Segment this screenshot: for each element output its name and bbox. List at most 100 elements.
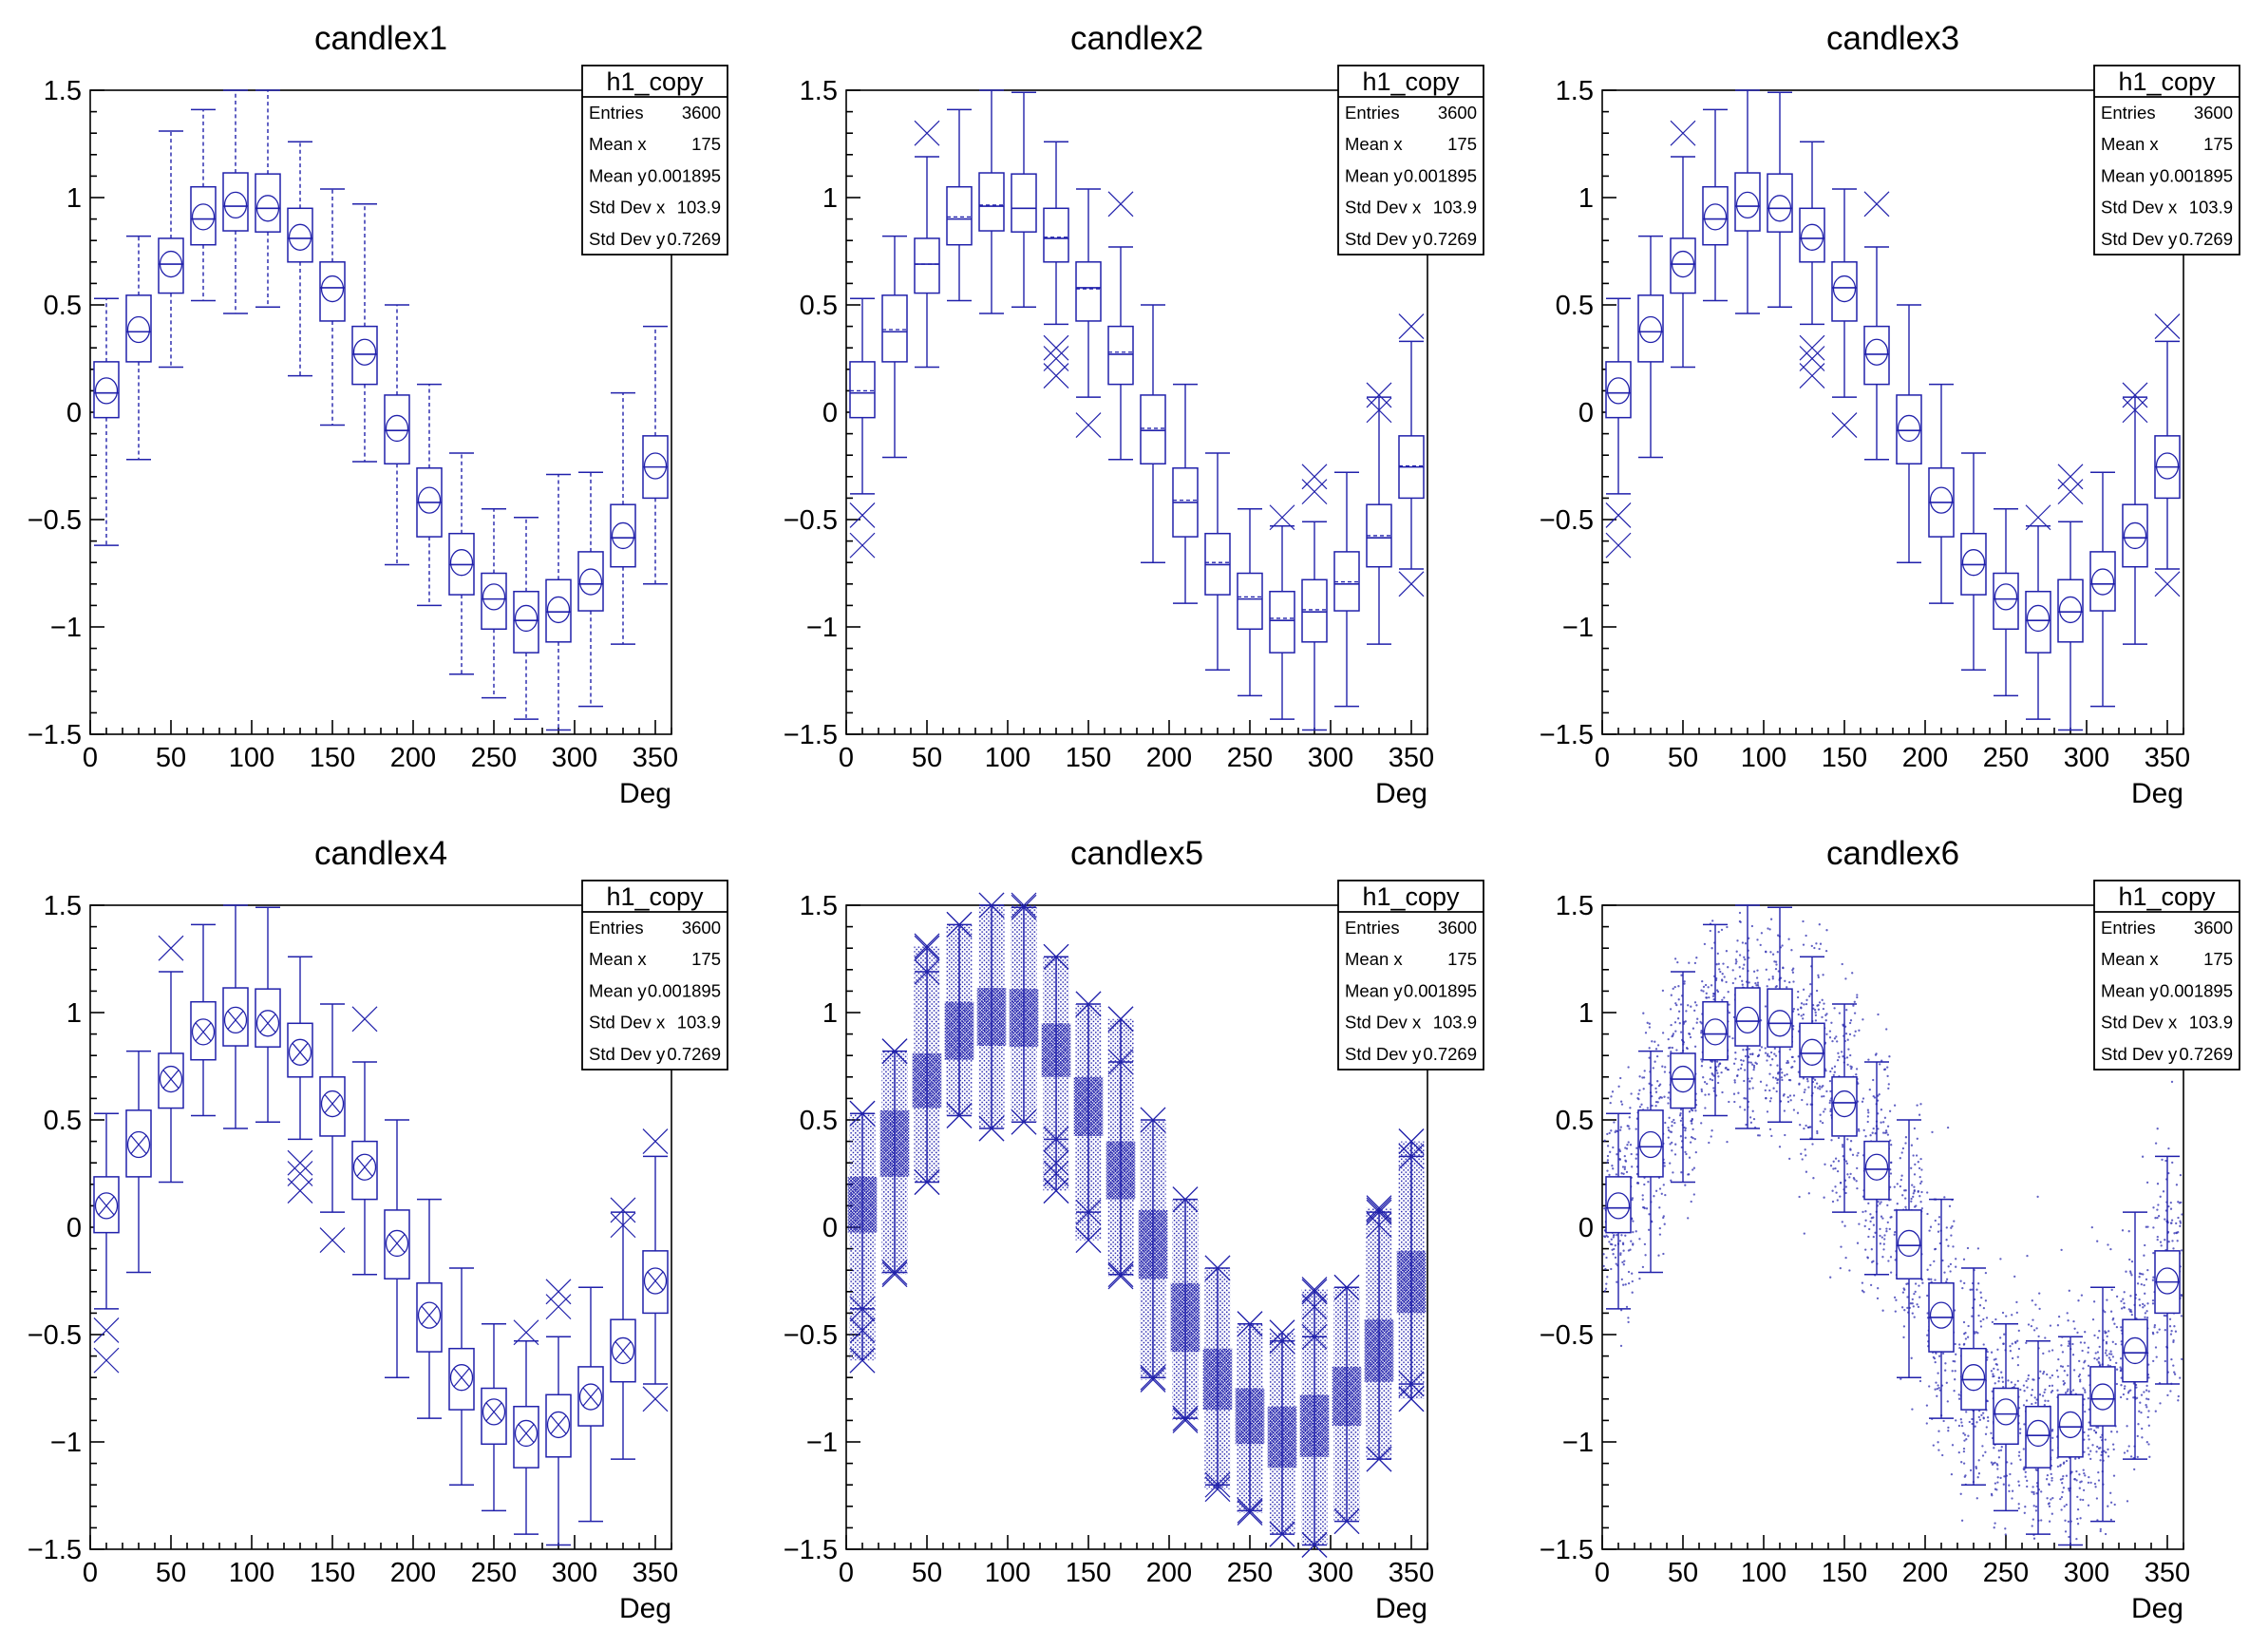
candle-270 xyxy=(513,516,539,720)
stats-label: Mean y xyxy=(1345,165,1403,185)
candle-50 xyxy=(1670,971,1696,1184)
candles xyxy=(93,904,669,1546)
x-tick-label: 250 xyxy=(471,743,517,773)
candle-90 xyxy=(222,904,249,1129)
y-tick-label: −1 xyxy=(806,1428,838,1458)
y-tick-label: 1.5 xyxy=(800,76,838,106)
candle-210 xyxy=(416,383,443,607)
pad-title: candlex3 xyxy=(1826,20,1959,57)
candle-170 xyxy=(1863,191,1890,461)
x-tick-label: 150 xyxy=(310,1558,355,1588)
candle-190 xyxy=(384,304,410,566)
x-tick-label: 0 xyxy=(83,1558,98,1588)
y-tick-label: 0.5 xyxy=(800,1106,838,1136)
x-axis: 0 50 100 150 200 250 300 350 Deg xyxy=(839,1535,1434,1624)
pad-title: candlex4 xyxy=(314,835,447,872)
candle-310 xyxy=(2089,471,2116,708)
candle-130 xyxy=(287,956,313,1204)
stats-label: Mean y xyxy=(2101,165,2159,185)
stats-label: Std Dev y xyxy=(1345,229,1422,249)
candle-190 xyxy=(1138,1107,1168,1393)
stats-title: h1_copy xyxy=(2118,67,2216,96)
candle-330 xyxy=(610,391,636,645)
candle-150 xyxy=(1073,991,1104,1253)
y-tick-label: 0 xyxy=(822,398,838,428)
stats-value: 0.001895 xyxy=(1404,980,1477,1000)
candle-110 xyxy=(1767,91,1793,309)
x-tick-label: 300 xyxy=(552,743,597,773)
candle-210 xyxy=(1928,383,1955,604)
candle-290 xyxy=(2057,464,2084,731)
pad-candlex2: 0 50 100 150 200 250 300 350 Deg 1.5 1 0.5 0 −0.5 −1 −1… xyxy=(756,0,1512,815)
candle-350 xyxy=(642,325,669,585)
plot-frame xyxy=(1601,89,2184,735)
x-tick-label: 350 xyxy=(633,743,678,773)
x-tick-label: 0 xyxy=(839,743,854,773)
candle-30 xyxy=(1637,235,1664,459)
stats-title: h1_copy xyxy=(1362,67,1460,96)
stats-title: h1_copy xyxy=(606,67,704,96)
candle-330 xyxy=(2122,1211,2148,1460)
stats-title: h1_copy xyxy=(2118,882,2216,911)
candle-130 xyxy=(1799,141,1825,389)
y-tick-label: −1.5 xyxy=(1540,720,1594,750)
candle-230 xyxy=(1960,452,1987,671)
stats-label: Mean x xyxy=(1345,949,1403,969)
plot-frame xyxy=(845,89,1428,735)
candle-350 xyxy=(1398,313,1425,597)
candle-210 xyxy=(1172,383,1199,604)
candle-210 xyxy=(416,1198,443,1419)
x-tick-label: 150 xyxy=(1066,1558,1111,1588)
candle-150 xyxy=(319,188,346,426)
stats-label: Mean y xyxy=(589,980,647,1000)
stats-value: 103.9 xyxy=(2189,198,2233,218)
y-tick-label: 1.5 xyxy=(800,891,838,921)
stats-label: Std Dev y xyxy=(1345,1044,1422,1064)
candle-10 xyxy=(847,1100,878,1374)
candle-190 xyxy=(1896,1119,1922,1378)
pad-candlex6: 0 50 100 150 200 250 300 350 Deg 1.5 1 0.5 0 −0.5 −1 −1… xyxy=(1512,815,2268,1630)
stats-value: 0.7269 xyxy=(1423,1044,1477,1064)
x-tick-label: 150 xyxy=(1066,743,1111,773)
candle-90 xyxy=(976,892,1007,1142)
pad-title: candlex2 xyxy=(1070,20,1203,57)
stats-value: 0.7269 xyxy=(2179,229,2233,249)
y-tick-label: 0 xyxy=(822,1213,838,1243)
stats-label: Mean y xyxy=(1345,980,1403,1000)
x-tick-label: 0 xyxy=(1595,743,1610,773)
stats-value: 0.7269 xyxy=(667,229,721,249)
x-tick-label: 150 xyxy=(310,743,355,773)
candle-130 xyxy=(1041,943,1071,1204)
y-tick-label: 1.5 xyxy=(1556,891,1594,921)
y-tick-label: −1 xyxy=(50,613,82,643)
x-axis: 0 50 100 150 200 250 300 350 Deg xyxy=(1595,720,2190,809)
stats-label: Std Dev x xyxy=(589,198,666,218)
x-tick-label: 200 xyxy=(1902,1558,1948,1588)
y-tick-label: −0.5 xyxy=(1540,505,1594,536)
y-tick-label: −0.5 xyxy=(784,1320,838,1351)
candle-70 xyxy=(190,923,217,1117)
candle-70 xyxy=(190,108,217,302)
stats-value: 3600 xyxy=(2194,918,2233,938)
y-tick-label: 1.5 xyxy=(44,891,82,921)
candle-250 xyxy=(1993,1322,2019,1512)
stats-box: h1_copy Entries 3600 Mean x 175 Mean y 0.00189… xyxy=(581,65,728,256)
stats-label: Mean x xyxy=(1345,134,1403,154)
y-tick-label: −1 xyxy=(806,613,838,643)
x-axis: 0 50 100 150 200 250 300 350 Deg xyxy=(83,720,678,809)
x-axis-title: Deg xyxy=(2131,778,2183,809)
candle-310 xyxy=(1332,1274,1362,1535)
y-tick-label: −1.5 xyxy=(784,720,838,750)
candle-170 xyxy=(1107,191,1134,461)
candle-30 xyxy=(881,235,908,459)
stats-label: Std Dev y xyxy=(2101,229,2178,249)
y-axis: 1.5 1 0.5 0 −0.5 −1 −1.5 xyxy=(1540,76,1616,750)
y-tick-label: 1 xyxy=(66,998,82,1029)
candle-10 xyxy=(93,297,120,546)
stats-label: Std Dev y xyxy=(589,229,666,249)
x-tick-label: 250 xyxy=(1983,743,2029,773)
x-tick-label: 100 xyxy=(985,1558,1030,1588)
x-tick-label: 50 xyxy=(156,743,186,773)
y-tick-label: 0 xyxy=(1578,398,1594,428)
plot-frame xyxy=(89,89,672,735)
